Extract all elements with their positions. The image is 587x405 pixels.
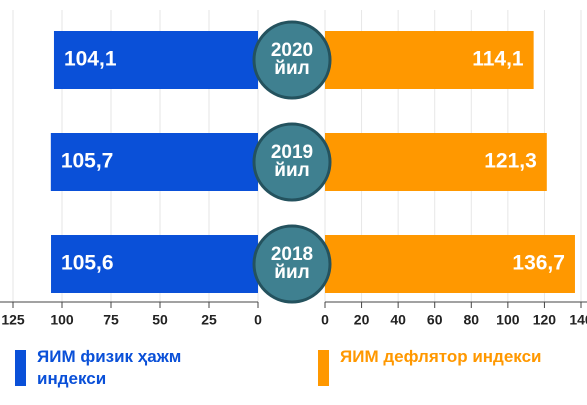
- x-tick-label: 0: [254, 312, 262, 328]
- legend-label: ЯИМ физик ҳажм индекси: [37, 347, 182, 388]
- legend-swatch: [15, 350, 26, 386]
- bar: [325, 235, 575, 293]
- value-label: 114,1: [472, 48, 524, 71]
- x-tick-label: 120: [533, 312, 557, 328]
- year-badge: [252, 224, 332, 304]
- value-label: 136,7: [512, 252, 565, 275]
- x-tick-label: 125: [1, 312, 25, 328]
- bar: [51, 235, 258, 293]
- x-tick-label: 75: [103, 312, 119, 328]
- value-label: 121,3: [484, 150, 537, 173]
- x-tick-label: 50: [152, 312, 168, 328]
- legend-swatch: [318, 350, 329, 386]
- bar: [325, 31, 534, 89]
- category-label: 2020 йил: [270, 40, 314, 79]
- value-label: 104,1: [64, 48, 117, 71]
- category-label: 2018 йил: [270, 244, 314, 283]
- value-label: 105,7: [61, 150, 114, 173]
- x-tick-label: 100: [496, 312, 520, 328]
- bar: [325, 133, 547, 191]
- x-tick-label: 25: [201, 312, 217, 328]
- x-tick-label: 100: [50, 312, 74, 328]
- x-tick-label: 40: [390, 312, 406, 328]
- year-badge: [252, 122, 332, 202]
- year-badge: [252, 20, 332, 100]
- category-label: 2019 йил: [270, 142, 314, 181]
- value-label: 105,6: [61, 252, 114, 275]
- x-tick-label: 20: [354, 312, 370, 328]
- bar: [50, 133, 258, 191]
- x-tick-label: 140: [569, 312, 587, 328]
- legend-label: ЯИМ дефлятор индекси: [340, 347, 542, 366]
- x-tick-label: 60: [427, 312, 443, 328]
- x-tick-label: 0: [321, 312, 329, 328]
- bar: [53, 31, 258, 89]
- x-tick-label: 80: [463, 312, 479, 328]
